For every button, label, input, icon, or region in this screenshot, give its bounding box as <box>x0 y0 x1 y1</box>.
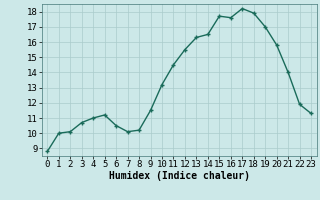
X-axis label: Humidex (Indice chaleur): Humidex (Indice chaleur) <box>109 171 250 181</box>
